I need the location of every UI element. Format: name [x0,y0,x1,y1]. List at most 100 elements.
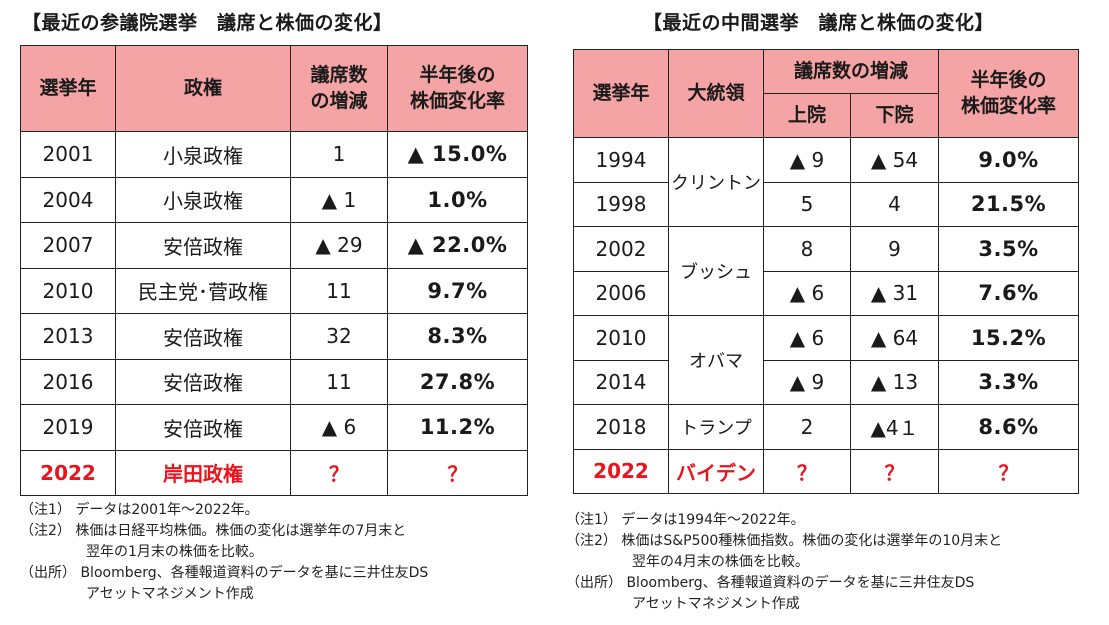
senate-cell: ▲ 9 [763,137,851,183]
table-row: 2016 安倍政権 11 27.8% [20,358,528,405]
header-senate: 上院 [763,93,851,138]
stock-change-cell: 9.0% [938,137,1080,183]
government-cell: 安倍政権 [115,404,291,451]
header-government: 政権 [115,45,291,132]
senate-cell: ▲ 6 [763,315,851,361]
government-cell: 小泉政権 [115,176,291,223]
year-cell: 2007 [20,222,116,269]
year-cell: 2010 [573,315,669,361]
year-cell: 1998 [573,181,669,227]
note-line: （注2） 株価は日経平均株価。株価の変化は選挙年の7月末と [20,523,407,539]
table-row: 1998 5 4 21.5% [573,181,1080,227]
table-row: 2019 安倍政権 ▲ 6 11.2% [20,404,528,451]
president-cell: ブッシュ [668,226,764,316]
highlight-row: 2022 バイデン ？ ？ ？ [573,448,1080,494]
year-cell: 1994 [573,137,669,183]
seat-change-cell: ？ [290,449,388,496]
header-year: 選挙年 [20,45,116,132]
year-cell: 2013 [20,313,116,360]
year-cell: 2022 [573,448,669,494]
president-cell: クリントン [668,137,764,227]
stock-change-cell: 9.7% [387,267,528,314]
senate-cell: ▲ 9 [763,359,851,405]
seat-change-cell: 32 [290,313,388,360]
note-line: 翌年の1月末の株価を比較。 [86,544,263,560]
year-cell: 2001 [20,131,116,178]
note-line: アセットマネジメント作成 [632,596,800,612]
note-line: （注2） 株価はS&P500種株価指数。株価の変化は選挙年の10月末と [566,533,1003,549]
house-cell: ▲4１ [849,404,940,450]
year-cell: 2004 [20,176,116,223]
table-row: 2010 オバマ ▲ 6 ▲ 64 15.2% [573,315,1080,405]
stock-change-cell: 15.2% [938,315,1080,361]
house-cell: ？ [849,448,940,494]
government-cell: 岸田政権 [115,449,291,496]
header-year: 選挙年 [573,49,669,138]
senate-cell: 8 [763,226,851,272]
table-row: 1994 クリントン ▲ 9 ▲ 54 9.0% [573,137,1080,227]
seat-change-cell: 11 [290,358,388,405]
header-stock-change: 半年後の 株価変化率 [938,49,1080,138]
government-cell: 安倍政権 [115,313,291,360]
senate-cell: ？ [763,448,851,494]
stock-change-cell: ？ [387,449,528,496]
house-cell: ▲ 31 [849,270,940,316]
year-cell: 2010 [20,267,116,314]
header-seat-change: 議席数の増減 [290,45,388,132]
seat-change-cell: 1 [290,131,388,178]
stock-change-cell: 21.5% [938,181,1080,227]
seat-change-cell: ▲ 29 [290,222,388,269]
stock-change-cell: 11.2% [387,404,528,451]
table-row: 2001 小泉政権 1 ▲ 15.0% [20,131,528,178]
table-row: 2006 ▲ 6 ▲ 31 7.6% [573,270,1080,316]
year-cell: 2002 [573,226,669,272]
header-row: 選挙年 政権 議席数 の増減 半年後の 株価変化率 [20,45,528,132]
table-row: 2007 安倍政権 ▲ 29 ▲ 22.0% [20,222,528,269]
table-row: 2004 小泉政権 ▲ 1 1.0% [20,176,528,223]
government-cell: 安倍政権 [115,222,291,269]
government-cell: 民主党･菅政権 [115,267,291,314]
government-cell: 安倍政権 [115,358,291,405]
midterm-election-table: 選挙年 大統領 議席数の増減 半年後の 株価変化率 上院 下院 1994 クリント… [573,49,1080,494]
left-notes: （注1） データは2001年～2022年。 （注2） 株価は日経平均株価。株価の… [20,500,428,605]
senate-cell: 5 [763,181,851,227]
government-cell: 小泉政権 [115,131,291,178]
stock-change-cell: 3.3% [938,359,1080,405]
note-line: （出所） Bloomberg、各種報道資料のデータを基に三井住友DS [566,575,975,591]
house-cell: ▲ 64 [849,315,940,361]
year-cell: 2014 [573,359,669,405]
president-cell: バイデン [668,448,764,494]
note-line: （注1） データは1994年～2022年。 [566,512,805,528]
stock-change-cell: 8.3% [387,313,528,360]
year-cell: 2006 [573,270,669,316]
stock-change-cell: ？ [938,448,1080,494]
stock-change-cell: ▲ 15.0% [387,131,528,178]
left-table-title: 【最近の参議院選挙 議席と株価の変化】 [22,12,393,34]
president-cell: オバマ [668,315,764,405]
stock-change-cell: 27.8% [387,358,528,405]
stock-change-cell: 8.6% [938,404,1080,450]
house-cell: ▲ 54 [849,137,940,183]
senate-cell: ▲ 6 [763,270,851,316]
header-president: 大統領 [668,49,764,138]
senate-cell: 2 [763,404,851,450]
note-line: （出所） Bloomberg、各種報道資料のデータを基に三井住友DS [20,565,429,581]
house-cell: ▲ 13 [849,359,940,405]
header-seat-change: 議席数の増減 [762,49,940,94]
stock-change-cell: 7.6% [938,270,1080,316]
year-cell: 2018 [573,404,669,450]
stock-change-cell: ▲ 22.0% [387,222,528,269]
house-cell: 4 [849,181,940,227]
note-line: アセットマネジメント作成 [86,586,254,602]
right-notes: （注1） データは1994年～2022年。 （注2） 株価はS&P500種株価指… [566,510,1002,615]
highlight-row: 2022 岸田政権 ？ ？ [20,449,528,496]
header-house: 下院 [849,93,940,138]
year-cell: 2016 [20,358,116,405]
president-cell: トランプ [668,404,764,450]
note-line: （注1） データは2001年～2022年。 [20,502,259,518]
right-table-title: 【最近の中間選挙 議席と株価の変化】 [643,12,995,34]
table-row: 2010 民主党･菅政権 11 9.7% [20,267,528,314]
year-cell: 2022 [20,449,116,496]
table-row: 2002 ブッシュ 8 9 3.5% [573,226,1080,316]
subheader-row: 上院 下院 [574,93,1079,138]
